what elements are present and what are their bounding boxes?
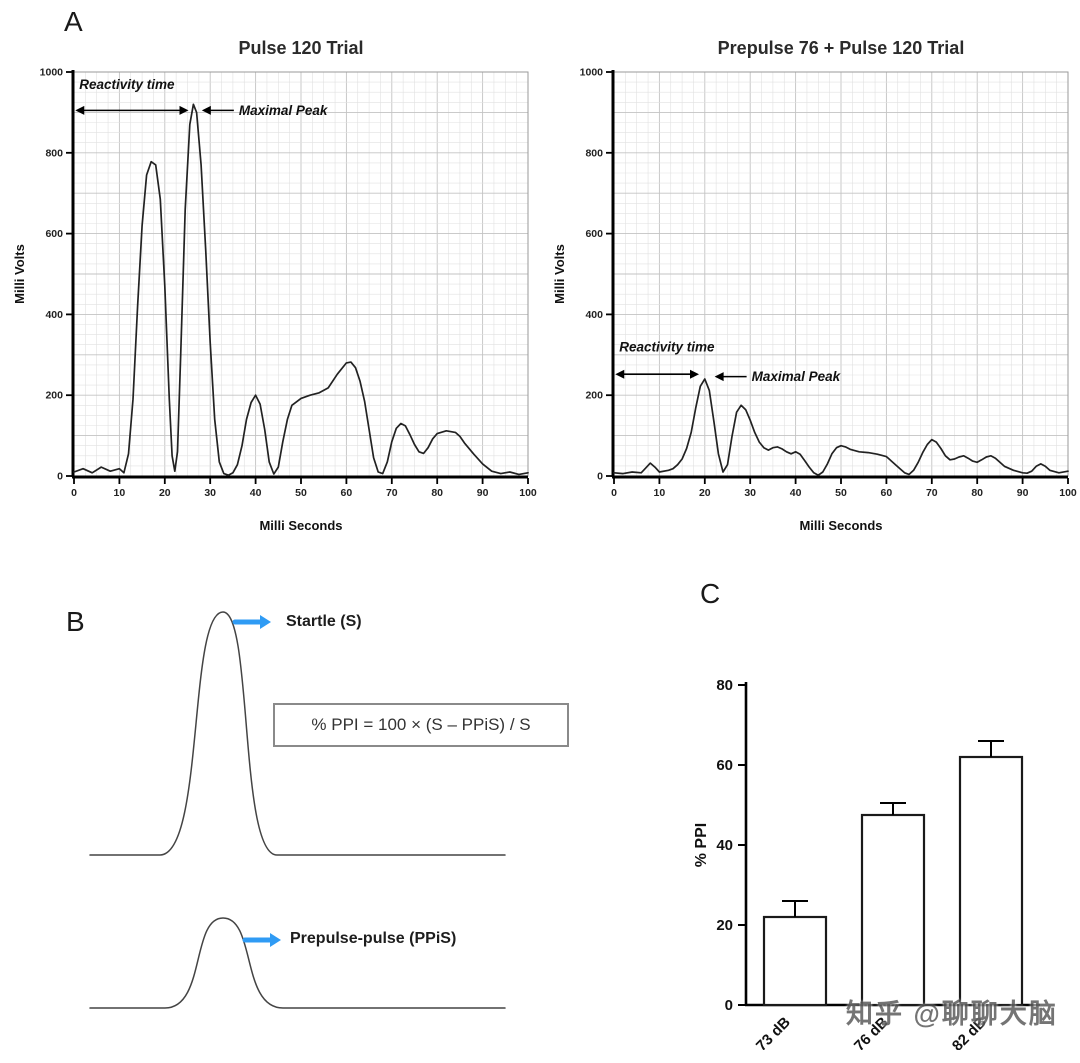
- x-tick-label: 20: [699, 487, 711, 499]
- zhihu-watermark: 知乎 @聊聊大脑: [846, 999, 1058, 1029]
- y-tick-label: 600: [45, 228, 63, 240]
- maximal-peak-label: Maximal Peak: [239, 103, 329, 118]
- y-axis-title: % PPI: [693, 823, 710, 867]
- y-tick-label: 0: [597, 471, 603, 483]
- y-tick-label: 60: [716, 757, 733, 774]
- y-tick-label: 200: [585, 390, 603, 402]
- annotations: Reactivity time Maximal Peak: [75, 77, 329, 118]
- y-tick-label: 0: [725, 997, 733, 1014]
- x-tick-label: 100: [1059, 487, 1077, 499]
- x-tick-label: 90: [477, 487, 489, 499]
- y-tick-label: 1000: [40, 67, 64, 79]
- y-tick-label: 400: [585, 309, 603, 321]
- y-tick-label: 600: [585, 228, 603, 240]
- trace-path: [73, 103, 529, 477]
- panel-a-label: A: [64, 6, 83, 37]
- pulse-120-chart-title: Pulse 120 Trial: [238, 38, 364, 58]
- x-tick-label: 100: [519, 487, 537, 499]
- reactivity-time-label: Reactivity time: [79, 77, 175, 92]
- y-tick-label: 20: [716, 917, 733, 934]
- x-tick-label: 50: [295, 487, 307, 499]
- reactivity-time-label: Reactivity time: [619, 340, 715, 355]
- x-category-label: 73 dB: [753, 1014, 794, 1050]
- x-tick-label: 60: [341, 487, 353, 499]
- x-tick-label: 60: [881, 487, 893, 499]
- y-axis-title: Milli Volts: [552, 244, 567, 304]
- x-tick-label: 0: [611, 487, 617, 499]
- prepulse-chart-title: Prepulse 76 + Pulse 120 Trial: [717, 38, 965, 58]
- x-tick-label: 50: [835, 487, 847, 499]
- prepulse-chart: Prepulse 76 + Pulse 120 Trial 0 10 20 30 40 5…: [550, 36, 1080, 542]
- x-tick-label: 30: [204, 487, 216, 499]
- bar: [958, 755, 1024, 1007]
- y-tick-label: 800: [585, 147, 603, 159]
- y-tick-label: 1000: [580, 67, 604, 79]
- x-tick-label: 80: [971, 487, 983, 499]
- x-tick-label: 70: [926, 487, 938, 499]
- x-axis-title: Milli Seconds: [259, 518, 342, 533]
- ppi-formula: % PPI = 100 × (S – PPiS) / S: [273, 703, 569, 747]
- startle-curve-label: Startle (S): [286, 613, 362, 630]
- y-tick-label: 200: [45, 390, 63, 402]
- x-tick-label: 20: [159, 487, 171, 499]
- y-tick-label: 0: [57, 471, 63, 483]
- bar: [860, 813, 926, 1007]
- trace-path: [613, 378, 1069, 477]
- pulse-120-chart: Pulse 120 Trial 0 10 20 30 40 50 60 70 80 90 100 0 2…: [10, 36, 540, 542]
- y-tick-label: 800: [45, 147, 63, 159]
- prepulse-chart-svg: 0 10 20 30 40 50 60 70 80 90 10002004006008001000M…: [552, 67, 1077, 534]
- maximal-peak-label: Maximal Peak: [752, 369, 842, 384]
- x-axis-title: Milli Seconds: [799, 518, 882, 533]
- x-tick-label: 40: [250, 487, 262, 499]
- y-tick-label: 40: [716, 837, 733, 854]
- prepulse-pulse-curve-label: Prepulse-pulse (PPiS): [290, 930, 457, 947]
- grid: [613, 71, 1069, 477]
- x-tick-label: 40: [790, 487, 802, 499]
- x-tick-label: 70: [386, 487, 398, 499]
- panel-b-label: B: [66, 606, 85, 637]
- y-axis-title: Milli Volts: [12, 244, 27, 304]
- startle-curve: [89, 611, 506, 856]
- bar: [762, 915, 828, 1007]
- y-tick-label: 80: [716, 677, 733, 694]
- x-tick-label: 80: [431, 487, 443, 499]
- x-tick-label: 10: [654, 487, 666, 499]
- panel-b-diagram-svg: [89, 611, 506, 1009]
- blue-arrow-head: [260, 615, 271, 629]
- y-tick-label: 400: [45, 309, 63, 321]
- x-tick-label: 90: [1017, 487, 1029, 499]
- grid: [73, 71, 529, 477]
- blue-arrow-head: [270, 933, 281, 947]
- prepulse-pulse-curve: [89, 917, 506, 1009]
- x-tick-label: 10: [114, 487, 126, 499]
- annotations: Reactivity time Maximal Peak: [615, 340, 842, 384]
- x-tick-label: 30: [744, 487, 756, 499]
- x-tick-label: 0: [71, 487, 77, 499]
- panel-c-label: C: [700, 578, 721, 609]
- pulse-120-chart-svg: 0 10 20 30 40 50 60 70 80 90 10002004006008001000M…: [12, 67, 537, 534]
